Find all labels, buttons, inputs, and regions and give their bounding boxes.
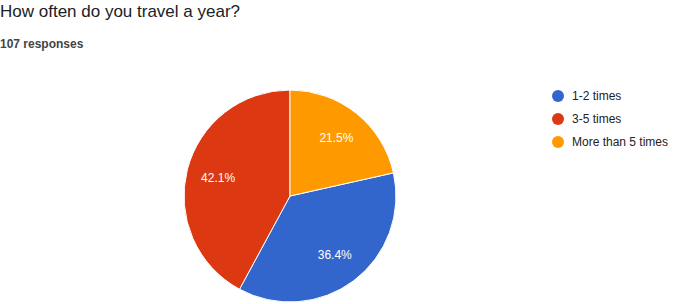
html-text:1-2 times: 1-2 times [572,89,622,103]
svg-text:21.5%: 21.5% [319,131,353,145]
html-text:How often do you travel a year: How often do you travel a year? [0,2,240,21]
svg-text:42.1%: 42.1% [201,171,235,185]
html-text:More than 5 times: More than 5 times [572,135,668,149]
html-text:107 responses: 107 responses [0,37,84,51]
svg-text:36.4%: 36.4% [318,248,352,262]
html-text:3-5 times: 3-5 times [572,112,622,126]
